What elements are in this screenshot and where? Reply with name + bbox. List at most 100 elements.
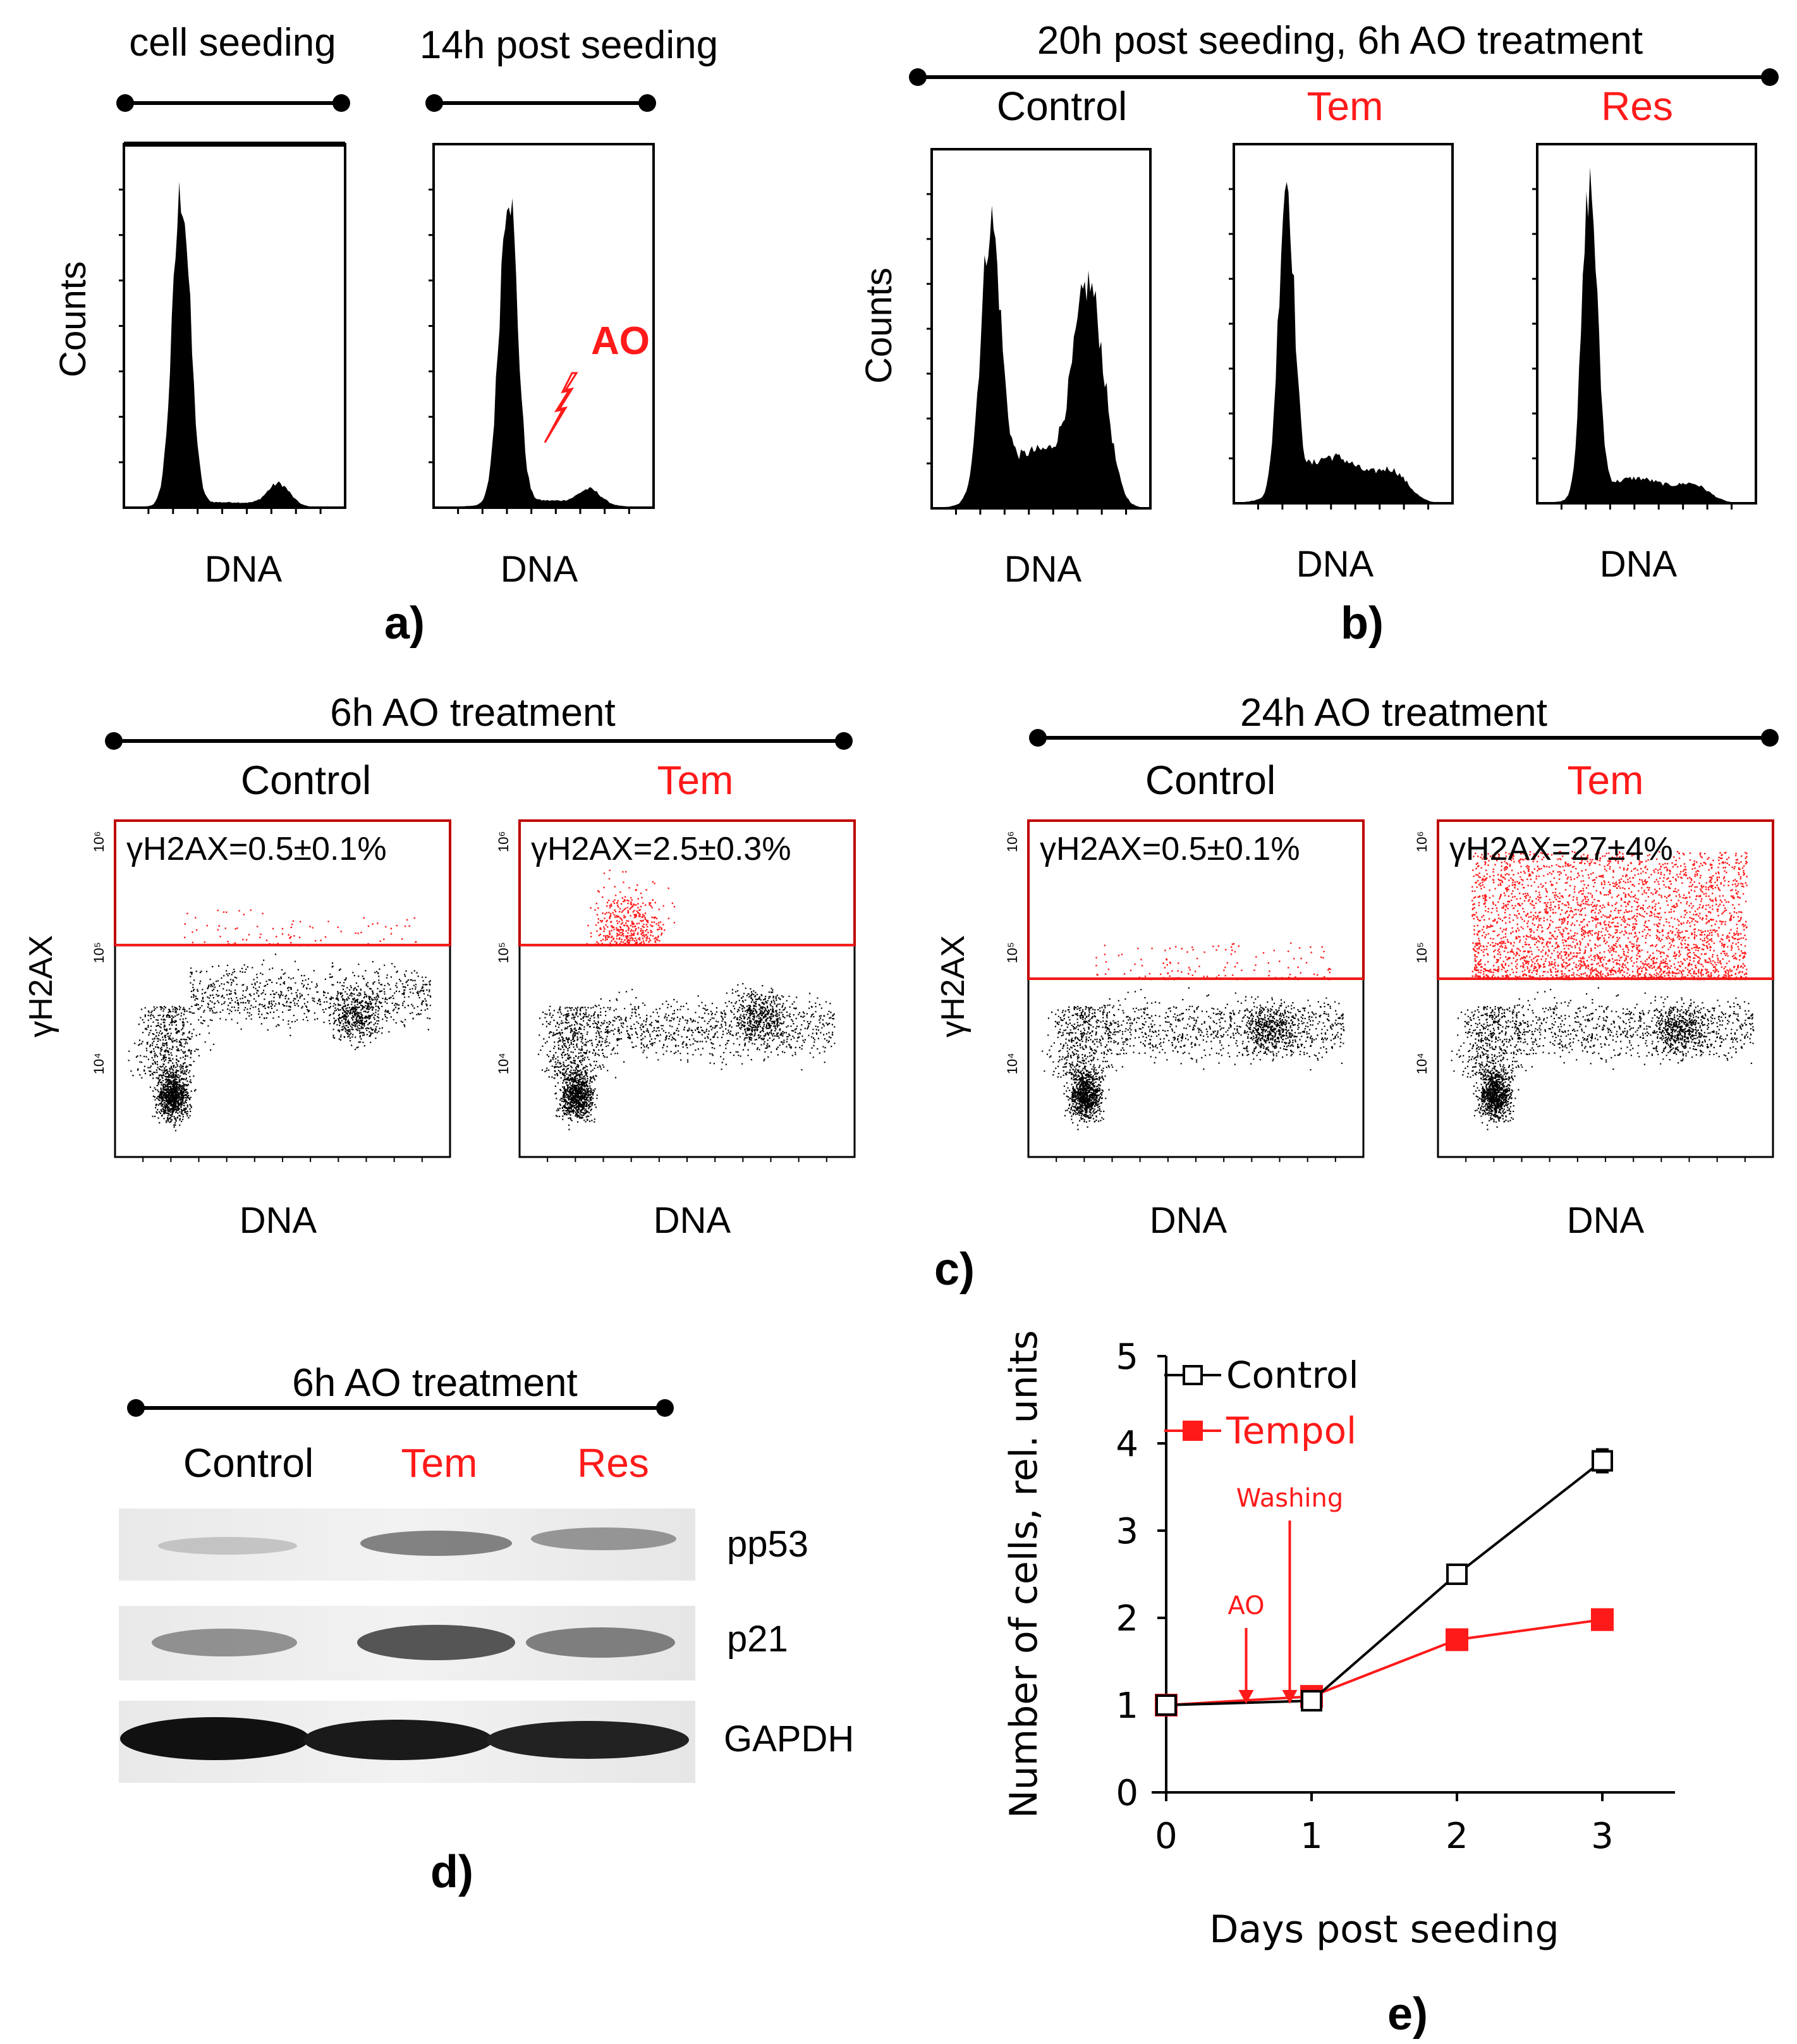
y-tick-label: 10⁶ bbox=[1414, 831, 1430, 853]
lightning-icon bbox=[544, 372, 578, 443]
timeline-c1 bbox=[105, 732, 853, 750]
histogram-frame bbox=[1536, 143, 1757, 505]
legend-label: Control bbox=[1226, 1354, 1359, 1397]
gh2ax-percentage: γH2AX=27±4% bbox=[1449, 831, 1673, 867]
panel-b: 20h post seeding, 6h AO treatment Contro… bbox=[858, 19, 1779, 649]
xlabel-dna-c3: DNA bbox=[1150, 1200, 1227, 1241]
y-tick-label: 10⁴ bbox=[91, 1053, 107, 1074]
blot-gapdh bbox=[119, 1701, 695, 1783]
xlabel-dna-a1: DNA bbox=[205, 549, 283, 590]
ylabel-gh2ax-c2: γH2AX bbox=[935, 935, 972, 1037]
xlabel-dna-b2: DNA bbox=[1296, 544, 1374, 585]
scatter-c3: γH2AX=0.5±0.1% 10⁶ 10⁵ 10⁴ bbox=[1004, 819, 1365, 1162]
scatter-c2: γH2AX=2.5±0.3% 10⁶ 10⁵ 10⁴ bbox=[496, 819, 856, 1162]
y-tick-label: 10⁴ bbox=[1414, 1053, 1430, 1074]
y-tick-label: 10⁶ bbox=[1004, 831, 1020, 853]
x-tick-label: 3 bbox=[1591, 1816, 1614, 1857]
legend-marker bbox=[1183, 1421, 1203, 1441]
protein-p21: p21 bbox=[727, 1619, 788, 1660]
histogram-fill bbox=[1229, 181, 1453, 510]
gh2ax-percentage: γH2AX=2.5±0.3% bbox=[531, 831, 791, 867]
y-tick-label: 0 bbox=[1116, 1773, 1138, 1814]
blot-pp53 bbox=[119, 1509, 695, 1581]
ylabel-counts-b: Counts bbox=[858, 267, 899, 384]
xlabel-dna-c1: DNA bbox=[240, 1200, 317, 1241]
header-20h: 20h post seeding, 6h AO treatment bbox=[1037, 19, 1643, 63]
data-point bbox=[1301, 1690, 1322, 1712]
legend-label: Tempol bbox=[1226, 1409, 1356, 1452]
histogram-frame bbox=[1233, 143, 1454, 505]
condition-control-c1: Control bbox=[241, 757, 371, 803]
line-chart: 0 1 2 3 4 5 0 1 2 3 Days post seeding Number of cel… bbox=[1002, 1330, 1675, 1952]
y-tick-label: 10⁴ bbox=[496, 1053, 511, 1074]
y-tick-label: 10⁵ bbox=[91, 942, 107, 964]
protein-gapdh: GAPDH bbox=[724, 1718, 854, 1759]
header-24h-c: 24h AO treatment bbox=[1240, 691, 1547, 735]
condition-control-b: Control bbox=[997, 83, 1127, 129]
lane-res: Res bbox=[577, 1440, 649, 1486]
lane-control: Control bbox=[183, 1440, 314, 1486]
ylabel-gh2ax-c1: γH2AX bbox=[23, 935, 59, 1037]
annotation-arrow-ao: AO bbox=[1227, 1591, 1265, 1704]
panel-d: 6h AO treatment Control Tem Res pp53 p21 bbox=[119, 1361, 854, 1897]
histogram-fill bbox=[119, 181, 345, 514]
header-6h-c: 6h AO treatment bbox=[330, 691, 615, 735]
condition-control-c2: Control bbox=[1145, 757, 1276, 803]
histogram-fill bbox=[927, 193, 1150, 515]
panel-letter-a: a) bbox=[384, 598, 425, 649]
y-tick-label: 4 bbox=[1116, 1424, 1138, 1465]
series-tempol bbox=[1155, 1608, 1614, 1717]
header-cell-seeding: cell seeding bbox=[129, 21, 336, 64]
y-tick-label: 5 bbox=[1116, 1337, 1138, 1378]
header-6h-d: 6h AO treatment bbox=[292, 1361, 577, 1405]
legend-marker bbox=[1183, 1365, 1203, 1385]
y-tick-label: 10⁵ bbox=[1004, 942, 1020, 964]
scatter-c1: γH2AX=0.5±0.1% 10⁶ 10⁵ 10⁴ bbox=[91, 819, 451, 1162]
data-point bbox=[1591, 1608, 1614, 1631]
panel-c: 6h AO treatment 24h AO treatment Control… bbox=[23, 691, 1779, 1295]
panel-letter-d: d) bbox=[430, 1847, 473, 1897]
panel-letter-e: e) bbox=[1387, 1989, 1428, 2040]
xlabel-dna-c2: DNA bbox=[654, 1200, 731, 1241]
lane-tem: Tem bbox=[401, 1440, 478, 1486]
xlabel-dna-a2: DNA bbox=[501, 549, 578, 590]
blot-p21 bbox=[119, 1606, 695, 1680]
y-tick-label: 10⁶ bbox=[91, 831, 107, 853]
series-line bbox=[1166, 1460, 1604, 1706]
histogram-frame bbox=[123, 143, 346, 509]
y-tick-label: 3 bbox=[1116, 1511, 1138, 1552]
histogram-a1 bbox=[119, 142, 346, 514]
panel-letter-b: b) bbox=[1341, 598, 1384, 649]
xlabel-dna-b1: DNA bbox=[1004, 549, 1082, 590]
protein-pp53: pp53 bbox=[727, 1524, 808, 1565]
data-point bbox=[1446, 1628, 1468, 1651]
timeline-a1 bbox=[116, 94, 350, 112]
ao-annotation: AO bbox=[591, 319, 650, 363]
y-tick-label: 1 bbox=[1116, 1686, 1138, 1727]
annotation-arrow-washing: Washing bbox=[1236, 1484, 1344, 1704]
y-tick-label: 10⁴ bbox=[1004, 1053, 1020, 1074]
timeline-c2 bbox=[1029, 729, 1779, 747]
series-control bbox=[1155, 1448, 1613, 1716]
y-axis-label: Number of cells, rel. units bbox=[1002, 1330, 1046, 1818]
gh2ax-percentage: γH2AX=0.5±0.1% bbox=[1040, 831, 1300, 867]
condition-tem-c1: Tem bbox=[657, 757, 734, 803]
histogram-fill bbox=[429, 188, 654, 514]
y-tick-label: 2 bbox=[1116, 1598, 1138, 1639]
x-tick-label: 1 bbox=[1300, 1816, 1323, 1857]
legend: Control Tempol bbox=[1164, 1354, 1359, 1452]
timeline-a2 bbox=[425, 94, 656, 112]
xlabel-dna-c4: DNA bbox=[1567, 1200, 1645, 1241]
header-14h: 14h post seeding bbox=[420, 23, 718, 67]
series-line bbox=[1166, 1618, 1603, 1706]
timeline-b bbox=[909, 68, 1779, 86]
y-tick-label: 10⁶ bbox=[496, 831, 511, 853]
panel-letter-c: c) bbox=[934, 1244, 975, 1295]
scatter-c4: γH2AX=27±4% 10⁶ 10⁵ 10⁴ bbox=[1414, 819, 1774, 1162]
annotation-label: Washing bbox=[1236, 1484, 1344, 1513]
panel-a: cell seeding 14h post seeding Counts DNA… bbox=[52, 21, 718, 649]
data-point bbox=[1155, 1694, 1177, 1716]
histogram-a2 bbox=[429, 143, 655, 514]
y-tick-label: 10⁵ bbox=[1414, 942, 1430, 964]
